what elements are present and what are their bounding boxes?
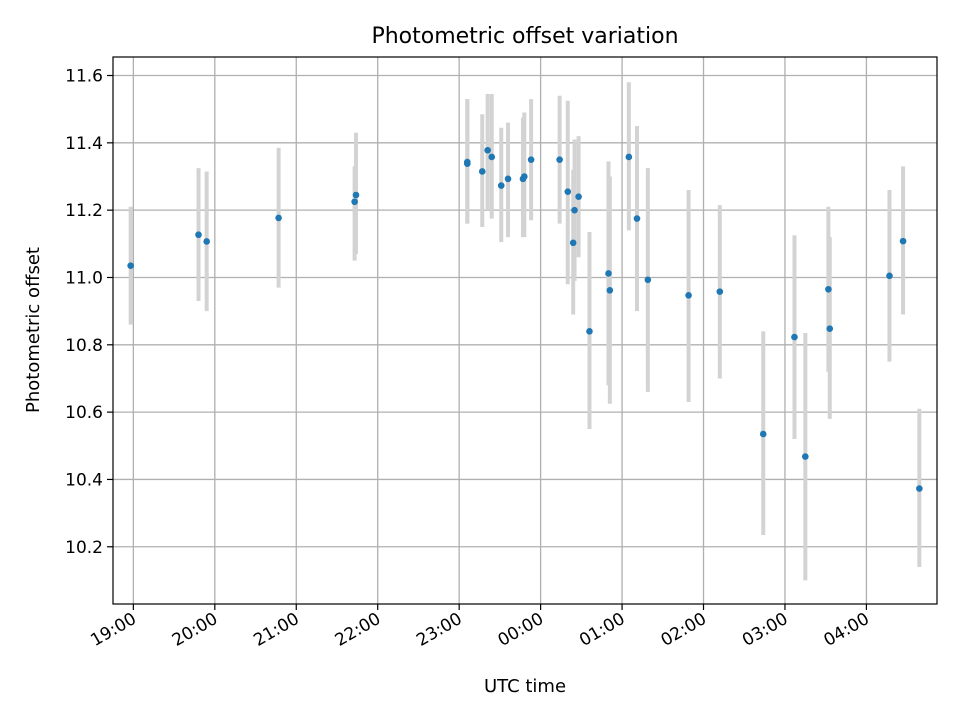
y-tick-label: 11.0 — [65, 268, 103, 288]
data-point — [195, 231, 202, 239]
data-point — [464, 158, 471, 166]
y-tick-label: 11.4 — [65, 134, 103, 154]
data-point — [575, 193, 582, 200]
data-point — [644, 276, 652, 284]
data-point — [826, 325, 834, 332]
data-point — [606, 286, 614, 294]
y-tick-label: 10.8 — [65, 336, 103, 356]
data-point — [488, 153, 496, 161]
data-point — [685, 292, 692, 299]
data-point — [716, 288, 724, 295]
y-tick-label: 11.6 — [65, 67, 103, 87]
x-axis-label: UTC time — [484, 676, 566, 697]
y-tick-label: 10.6 — [65, 403, 103, 423]
data-point — [759, 430, 767, 438]
data-point — [351, 198, 358, 206]
data-point — [521, 173, 528, 180]
data-point — [484, 146, 491, 154]
data-point — [825, 285, 832, 293]
y-axis-label: Photometric offset — [23, 247, 44, 413]
y-tick-label: 10.4 — [65, 470, 103, 490]
data-point — [564, 188, 572, 195]
data-point — [203, 238, 210, 245]
data-point — [127, 262, 134, 270]
data-point — [791, 333, 798, 341]
data-point — [497, 182, 505, 189]
data-point — [886, 272, 893, 280]
plot-frame — [112, 56, 938, 605]
data-point — [802, 453, 809, 460]
y-tick-label: 10.2 — [65, 538, 103, 558]
data-point — [899, 237, 907, 245]
data-point — [504, 175, 512, 183]
chart-title: Photometric offset variation — [371, 24, 678, 49]
data-points — [127, 146, 923, 492]
y-tick-label: 11.2 — [65, 201, 103, 221]
data-point — [352, 191, 360, 199]
data-point — [605, 270, 612, 277]
data-point — [569, 239, 577, 247]
data-point — [625, 153, 633, 161]
data-point — [586, 328, 593, 335]
data-point — [527, 156, 535, 163]
data-point — [275, 214, 282, 222]
data-point — [571, 206, 578, 214]
data-point — [556, 156, 563, 163]
data-point — [633, 215, 641, 222]
data-point — [916, 485, 923, 492]
data-point — [478, 168, 486, 175]
